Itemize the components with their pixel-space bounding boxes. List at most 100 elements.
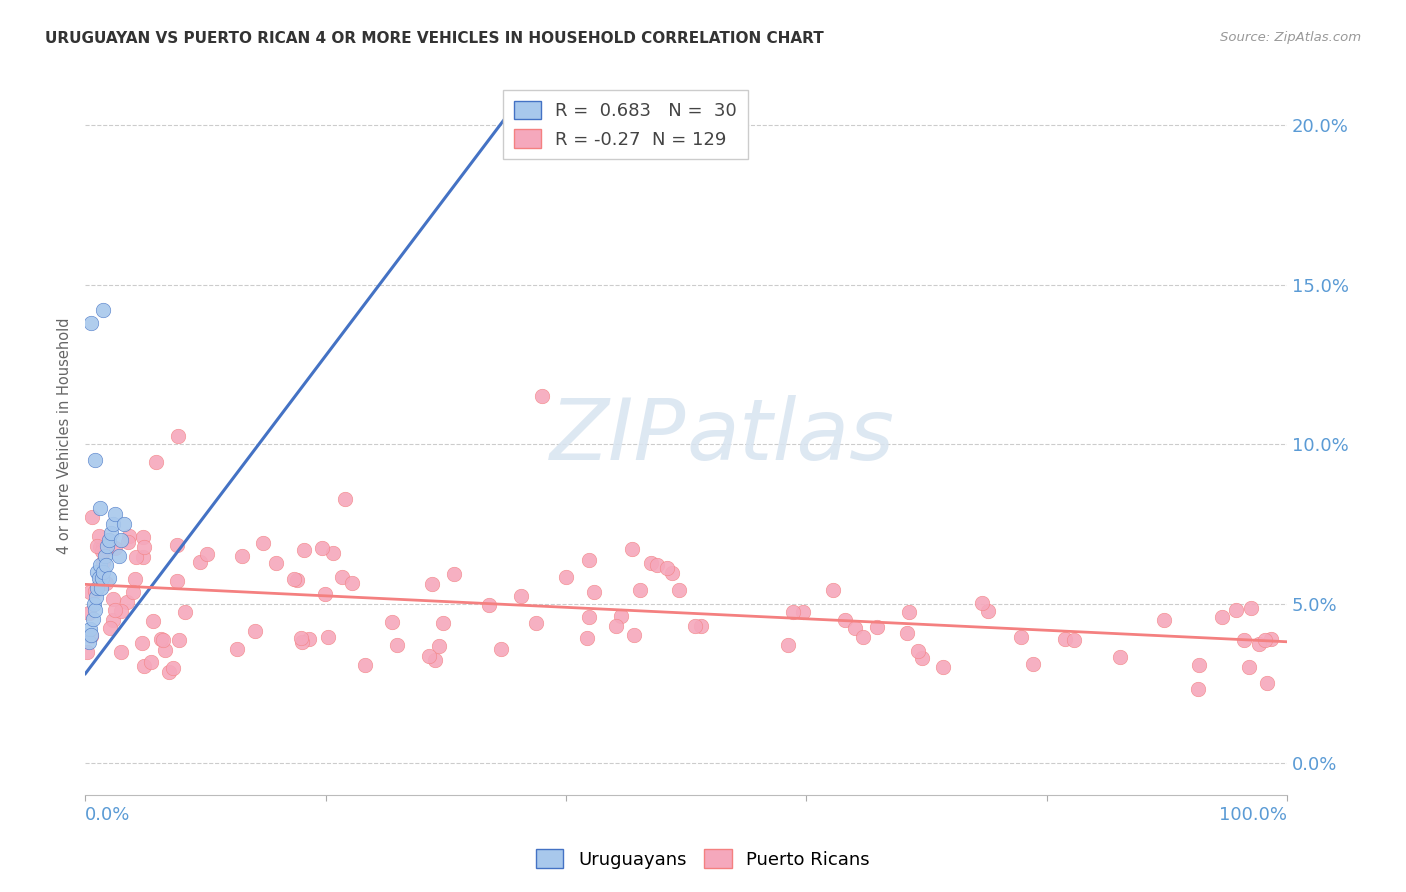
Point xyxy=(509,589,531,603)
Point xyxy=(149,632,172,646)
Point xyxy=(418,648,440,663)
Point xyxy=(141,656,163,670)
Point xyxy=(427,639,450,653)
Point xyxy=(155,643,177,657)
Point xyxy=(122,584,145,599)
Point xyxy=(432,616,454,631)
Point xyxy=(86,565,108,579)
Point xyxy=(576,631,599,645)
Point xyxy=(1022,657,1045,671)
Point xyxy=(685,619,707,633)
Point xyxy=(834,613,856,627)
Point xyxy=(1010,630,1032,644)
Point xyxy=(292,542,315,557)
Point xyxy=(84,603,107,617)
Point xyxy=(86,581,108,595)
Point xyxy=(117,535,139,549)
Point xyxy=(264,556,287,570)
Point xyxy=(583,585,606,599)
Point xyxy=(1153,613,1175,627)
Point xyxy=(647,558,669,572)
Point xyxy=(506,93,529,107)
Point xyxy=(1109,649,1132,664)
Point xyxy=(100,526,122,541)
Point xyxy=(93,549,115,563)
Point xyxy=(91,555,114,569)
Text: Source: ZipAtlas.com: Source: ZipAtlas.com xyxy=(1220,31,1361,45)
Point xyxy=(226,642,249,657)
Point xyxy=(142,614,165,628)
Point xyxy=(94,558,117,573)
Text: URUGUAYAN VS PUERTO RICAN 4 OR MORE VEHICLES IN HOUSEHOLD CORRELATION CHART: URUGUAYAN VS PUERTO RICAN 4 OR MORE VEHI… xyxy=(45,31,824,46)
Point xyxy=(174,605,197,619)
Point xyxy=(98,571,121,585)
Text: 100.0%: 100.0% xyxy=(1219,806,1286,824)
Point xyxy=(340,576,363,591)
Point xyxy=(145,455,167,469)
Point xyxy=(285,573,308,587)
Point xyxy=(82,612,104,626)
Point xyxy=(103,592,125,607)
Point xyxy=(252,536,274,550)
Point xyxy=(314,587,336,601)
Point xyxy=(1249,637,1271,651)
Point xyxy=(1256,675,1278,690)
Point xyxy=(381,615,404,629)
Point xyxy=(125,549,148,564)
Point xyxy=(89,572,111,586)
Point xyxy=(89,558,111,573)
Legend: R =  0.683   N =  30, R = -0.27  N = 129: R = 0.683 N = 30, R = -0.27 N = 129 xyxy=(503,90,748,160)
Point xyxy=(93,303,115,318)
Point xyxy=(188,555,211,569)
Point xyxy=(1237,660,1260,674)
Point xyxy=(578,610,600,624)
Point xyxy=(844,621,866,635)
Point xyxy=(124,572,146,586)
Point xyxy=(167,429,190,443)
Point xyxy=(443,567,465,582)
Point xyxy=(80,316,103,330)
Point xyxy=(93,542,115,557)
Point xyxy=(166,538,188,552)
Point xyxy=(98,621,121,635)
Point xyxy=(91,571,114,585)
Point xyxy=(489,642,512,657)
Point xyxy=(1240,600,1263,615)
Point xyxy=(907,644,929,658)
Point xyxy=(167,632,190,647)
Point xyxy=(162,661,184,675)
Point xyxy=(478,598,501,612)
Point xyxy=(977,604,1000,618)
Point xyxy=(422,576,444,591)
Point xyxy=(897,605,920,619)
Point xyxy=(131,636,153,650)
Point xyxy=(425,653,447,667)
Point xyxy=(104,541,127,555)
Point xyxy=(101,516,124,531)
Point xyxy=(166,574,188,588)
Point xyxy=(96,539,118,553)
Point xyxy=(330,570,353,584)
Point xyxy=(83,584,105,599)
Point xyxy=(115,595,138,609)
Point xyxy=(689,619,711,633)
Point xyxy=(524,616,547,631)
Point xyxy=(385,638,408,652)
Point xyxy=(628,582,651,597)
Point xyxy=(152,632,174,647)
Point xyxy=(896,626,918,640)
Point xyxy=(80,629,103,643)
Point xyxy=(661,566,683,580)
Text: 0.0%: 0.0% xyxy=(86,806,131,824)
Legend: Uruguayans, Puerto Ricans: Uruguayans, Puerto Ricans xyxy=(529,842,877,876)
Point xyxy=(79,622,101,636)
Point xyxy=(90,581,112,595)
Point xyxy=(93,565,115,579)
Point xyxy=(333,492,356,507)
Point xyxy=(1260,632,1282,646)
Point xyxy=(668,583,690,598)
Point xyxy=(87,571,110,585)
Point xyxy=(110,645,132,659)
Point xyxy=(231,549,253,563)
Point xyxy=(290,631,312,645)
